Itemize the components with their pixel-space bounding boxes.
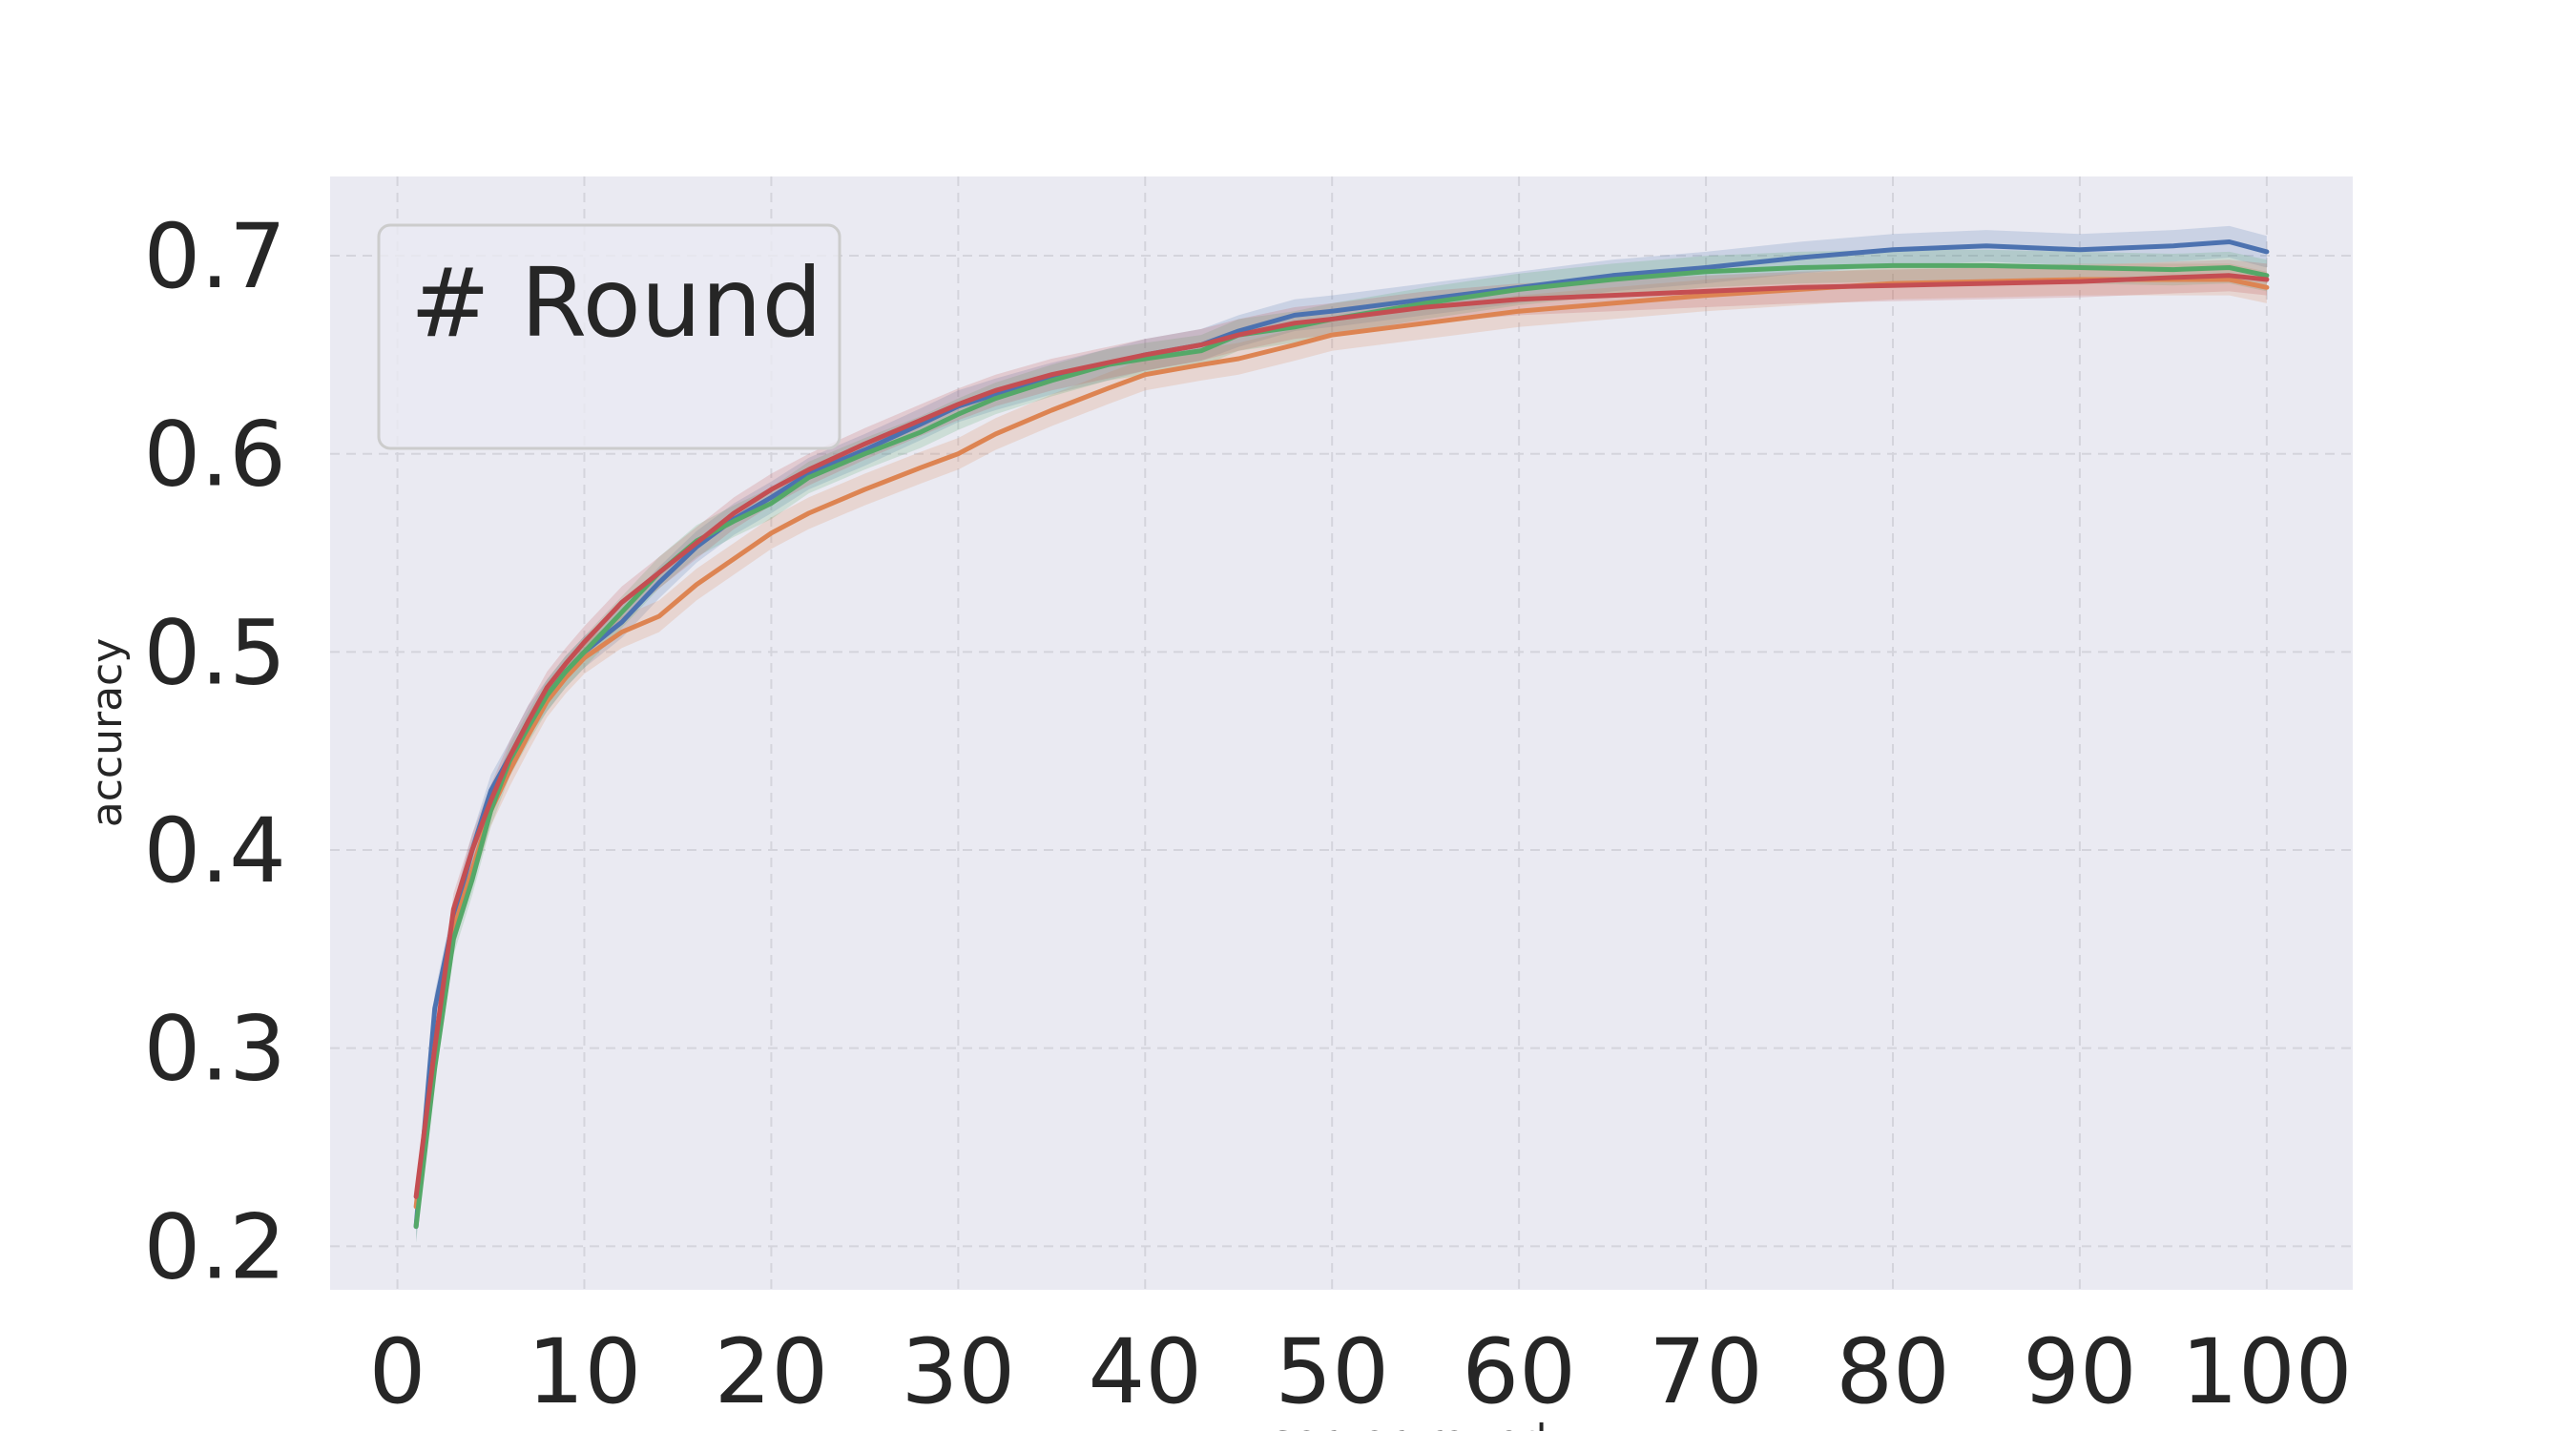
y-tick-label: 0.5 — [144, 601, 287, 705]
x-tick-label: 80 — [1836, 1320, 1950, 1424]
y-tick-label: 0.4 — [144, 799, 287, 903]
y-tick-label: 0.3 — [144, 998, 287, 1102]
legend-title: # Round — [410, 247, 822, 359]
series-line-3 — [413, 273, 2270, 1199]
x-tick-label: 90 — [2023, 1320, 2137, 1424]
x-tick-label: 100 — [2181, 1320, 2352, 1424]
series-line-2 — [413, 262, 2270, 1230]
x-tick-label: 50 — [1275, 1320, 1389, 1424]
x-tick-label: 70 — [1649, 1320, 1763, 1424]
x-tick-label: 0 — [369, 1320, 426, 1424]
x-tick-label: 30 — [902, 1320, 1016, 1424]
y-axis-label: accuracy — [83, 638, 132, 828]
x-tick-labels: 0 10 20 30 40 50 60 70 80 90 100 — [369, 1320, 2353, 1424]
x-axis-label: server_round — [1271, 1416, 1547, 1431]
legend-box — [377, 223, 841, 450]
y-tick-label: 0.2 — [144, 1195, 287, 1299]
legend: # Round — [377, 223, 841, 450]
x-tick-label: 40 — [1088, 1320, 1202, 1424]
y-tick-label: 0.6 — [144, 404, 287, 508]
y-tick-label: 0.7 — [144, 205, 287, 309]
y-tick-labels: 0.2 0.3 0.4 0.5 0.6 0.7 — [144, 205, 287, 1299]
x-tick-label: 20 — [715, 1320, 829, 1424]
x-tick-label: 60 — [1462, 1320, 1576, 1424]
series-lines — [413, 239, 2270, 1230]
x-tick-label: 10 — [528, 1320, 642, 1424]
